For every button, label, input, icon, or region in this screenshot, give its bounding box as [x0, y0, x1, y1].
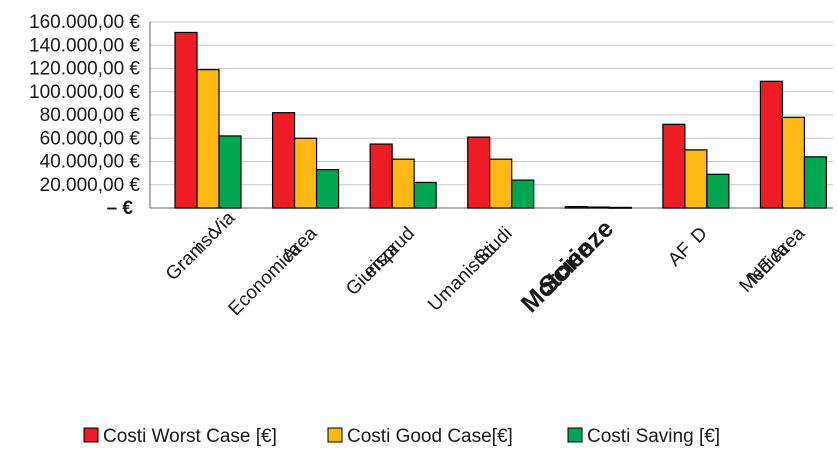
bar-1-2 [391, 158, 415, 209]
bar-2-3 [511, 179, 535, 209]
bar-0-5 [662, 123, 686, 209]
bar-0-1 [271, 112, 296, 209]
x-category-label: D [687, 223, 712, 248]
bar-0-0 [174, 31, 198, 209]
bar-1-1 [293, 137, 318, 209]
bar-1-0 [196, 69, 220, 209]
x-category-label: Umanistici [424, 239, 501, 316]
x-category-label: Medica [736, 238, 794, 296]
bar-0-2 [369, 143, 393, 209]
bar-1-6 [781, 116, 806, 209]
bar-2-0 [218, 135, 242, 209]
bar-2-1 [315, 169, 340, 209]
bar-2-6 [803, 156, 828, 209]
y-tick-label: 40.000,00 € [40, 152, 141, 173]
bar-1-5 [684, 149, 708, 209]
legend-label: Costi Saving [€] [587, 426, 720, 447]
bar-2-2 [413, 181, 437, 209]
legend-swatch [83, 427, 99, 443]
legend-swatch [567, 427, 583, 443]
bar-2-5 [706, 173, 730, 209]
legend-swatch [327, 427, 343, 443]
x-category-label: AF [664, 239, 696, 271]
y-tick-label: 80.000,00 € [40, 105, 141, 126]
bar-2-4 [608, 206, 632, 209]
bar-1-4 [586, 206, 610, 209]
y-tick-label: 140.000,00 € [29, 35, 140, 56]
y-tick-label: 60.000,00 € [40, 128, 141, 149]
y-tick-label: 100.000,00 € [29, 82, 140, 103]
y-tick-label: – € [107, 198, 134, 219]
x-category-label: Gramsc [162, 223, 224, 285]
legend-label: Costi Worst Case [€] [103, 426, 277, 447]
y-tick-label: 20.000,00 € [40, 175, 141, 196]
y-tick-label: 120.000,00 € [29, 59, 140, 80]
bar-0-3 [467, 136, 491, 209]
legend-label: Costi Good Case[€] [347, 426, 513, 447]
bar-0-6 [759, 80, 784, 209]
x-category-label: Motorie [516, 234, 600, 318]
x-category-label: Economica [225, 238, 307, 320]
bar-0-4 [564, 206, 588, 209]
bar-1-3 [489, 158, 513, 209]
y-tick-label: 160.000,00 € [29, 12, 140, 33]
